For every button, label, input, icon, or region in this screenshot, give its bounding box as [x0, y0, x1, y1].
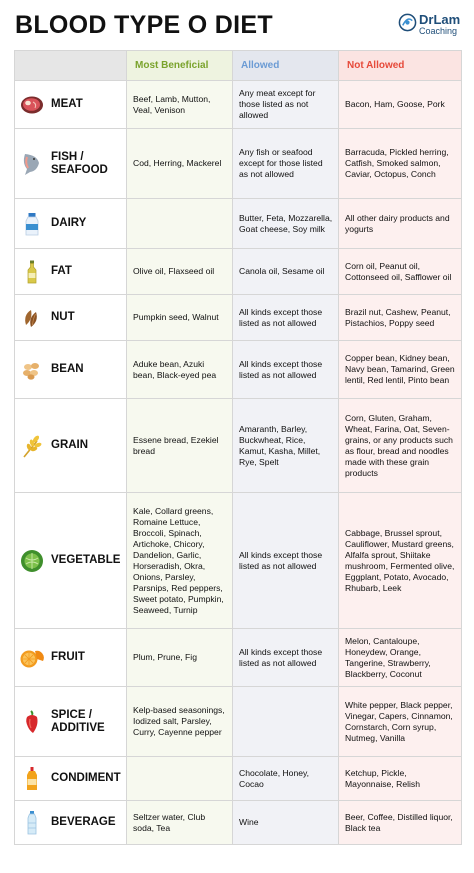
not-allowed-cell: Brazil nut, Cashew, Peanut, Pistachios, …	[338, 294, 462, 341]
oil-bottle-icon	[27, 260, 37, 283]
category-label: FRUIT	[51, 651, 85, 663]
table-row: BEVERAGE Seltzer water, Club soda, Tea W…	[14, 800, 462, 845]
page-title: BLOOD TYPE O DIET	[15, 11, 273, 39]
logo-subtitle: Coaching	[419, 26, 458, 36]
table-row: FRUIT Plum, Prune, Fig All kinds except …	[14, 628, 462, 687]
header-allowed: Allowed	[232, 50, 339, 81]
allowed-cell: Any fish or seafood except for those lis…	[232, 128, 339, 199]
not-allowed-cell: Bacon, Ham, Goose, Pork	[338, 80, 462, 129]
table-row: GRAIN Essene bread, Ezekiel bread Amaran…	[14, 398, 462, 493]
beneficial-cell: Kelp-based seasonings, Iodized salt, Par…	[126, 686, 233, 757]
beneficial-cell: Cod, Herring, Mackerel	[126, 128, 233, 199]
table-row: MEAT Beef, Lamb, Mutton, Veal, Venison A…	[14, 80, 462, 129]
category-label: FAT	[51, 265, 72, 277]
category-label: VEGETABLE	[51, 554, 121, 566]
beneficial-cell: Olive oil, Flaxseed oil	[126, 248, 233, 295]
header-row: Most Beneficial Allowed Not Allowed	[14, 50, 462, 81]
wheat-icon	[23, 435, 42, 458]
beneficial-cell: Seltzer water, Club soda, Tea	[126, 800, 233, 845]
allowed-cell: Canola oil, Sesame oil	[232, 248, 339, 295]
not-allowed-cell: Beer, Coffee, Distilled liquor, Black te…	[338, 800, 462, 845]
table-row: FISH / SEAFOOD Cod, Herring, Mackerel An…	[14, 128, 462, 199]
not-allowed-cell: Ketchup, Pickle, Mayonnaise, Relish	[338, 756, 462, 801]
category-cell: VEGETABLE	[14, 492, 127, 629]
category-label: MEAT	[51, 98, 83, 110]
allowed-cell: Butter, Feta, Mozzarella, Goat cheese, S…	[232, 198, 339, 249]
category-label: FISH / SEAFOOD	[51, 150, 108, 176]
beneficial-cell: Beef, Lamb, Mutton, Veal, Venison	[126, 80, 233, 129]
beneficial-cell	[126, 756, 233, 801]
category-cell: FAT	[14, 248, 127, 295]
category-label: CONDIMENT	[51, 772, 121, 784]
not-allowed-cell: White pepper, Black pepper, Vinegar, Cap…	[338, 686, 462, 757]
table-row: FAT Olive oil, Flaxseed oil Canola oil, …	[14, 248, 462, 295]
category-cell: FRUIT	[14, 628, 127, 687]
table-row: BEAN Aduke bean, Azuki bean, Black-eyed …	[14, 340, 462, 399]
category-label: DAIRY	[51, 217, 87, 229]
table-row: VEGETABLE Kale, Collard greens, Romaine …	[14, 492, 462, 629]
allowed-cell: All kinds except those listed as not all…	[232, 492, 339, 629]
header-most-beneficial: Most Beneficial	[126, 50, 233, 81]
table-row: NUT Pumpkin seed, Walnut All kinds excep…	[14, 294, 462, 341]
allowed-cell: Amaranth, Barley, Buckwheat, Rice, Kamut…	[232, 398, 339, 493]
category-cell: BEVERAGE	[14, 800, 127, 845]
fish-icon	[23, 153, 39, 175]
chili-pepper-icon	[26, 709, 38, 733]
almond-icon	[25, 309, 37, 327]
milk-bottle-icon	[25, 212, 39, 235]
table-row: SPICE / ADDITIVE Kelp-based seasonings, …	[14, 686, 462, 757]
globe-icon	[398, 13, 417, 32]
beneficial-cell: Plum, Prune, Fig	[126, 628, 233, 687]
table-row: DAIRY Butter, Feta, Mozzarella, Goat che…	[14, 198, 462, 249]
table-row: CONDIMENT Chocolate, Honey, Cocao Ketchu…	[14, 756, 462, 801]
category-cell: FISH / SEAFOOD	[14, 128, 127, 199]
allowed-cell: All kinds except those listed as not all…	[232, 628, 339, 687]
category-cell: GRAIN	[14, 398, 127, 493]
orange-icon	[20, 650, 44, 667]
allowed-cell	[232, 686, 339, 757]
allowed-cell: Any meat except for those listed as not …	[232, 80, 339, 129]
category-cell: SPICE / ADDITIVE	[14, 686, 127, 757]
category-cell: NUT	[14, 294, 127, 341]
header-not-allowed: Not Allowed	[338, 50, 462, 81]
category-label: BEVERAGE	[51, 816, 116, 828]
condiment-bottle-icon	[27, 766, 37, 790]
category-label: NUT	[51, 311, 75, 323]
water-bottle-icon	[27, 810, 37, 834]
category-label: SPICE / ADDITIVE	[51, 708, 105, 734]
beans-icon	[23, 362, 39, 380]
brand-logo: DrLam Coaching	[398, 12, 470, 38]
not-allowed-cell: Copper bean, Kidney bean, Navy bean, Tam…	[338, 340, 462, 399]
beneficial-cell: Essene bread, Ezekiel bread	[126, 398, 233, 493]
not-allowed-cell: Cabbage, Brussel sprout, Cauliflower, Mu…	[338, 492, 462, 629]
not-allowed-cell: Corn oil, Peanut oil, Cottonseed oil, Sa…	[338, 248, 462, 295]
allowed-cell: All kinds except those listed as not all…	[232, 340, 339, 399]
not-allowed-cell: Barracuda, Pickled herring, Catfish, Smo…	[338, 128, 462, 199]
beneficial-cell: Kale, Collard greens, Romaine Lettuce, B…	[126, 492, 233, 629]
allowed-cell: Chocolate, Honey, Cocao	[232, 756, 339, 801]
category-cell: BEAN	[14, 340, 127, 399]
not-allowed-cell: Corn, Gluten, Graham, Wheat, Farina, Oat…	[338, 398, 462, 493]
not-allowed-cell: All other dairy products and yogurts	[338, 198, 462, 249]
diet-table: Most Beneficial Allowed Not Allowed MEAT…	[14, 50, 462, 845]
category-label: GRAIN	[51, 439, 89, 451]
header-blank	[14, 50, 127, 81]
beneficial-cell: Pumpkin seed, Walnut	[126, 294, 233, 341]
meat-icon	[21, 96, 43, 113]
category-cell: DAIRY	[14, 198, 127, 249]
page-header: BLOOD TYPE O DIET DrLam Coaching	[0, 0, 474, 48]
category-cell: CONDIMENT	[14, 756, 127, 801]
allowed-cell: Wine	[232, 800, 339, 845]
category-label: BEAN	[51, 363, 84, 375]
cabbage-icon	[21, 549, 43, 572]
beneficial-cell: Aduke bean, Azuki bean, Black-eyed pea	[126, 340, 233, 399]
beneficial-cell	[126, 198, 233, 249]
logo-name: DrLam	[419, 12, 461, 27]
allowed-cell: All kinds except those listed as not all…	[232, 294, 339, 341]
not-allowed-cell: Melon, Cantaloupe, Honeydew, Orange, Tan…	[338, 628, 462, 687]
category-cell: MEAT	[14, 80, 127, 129]
